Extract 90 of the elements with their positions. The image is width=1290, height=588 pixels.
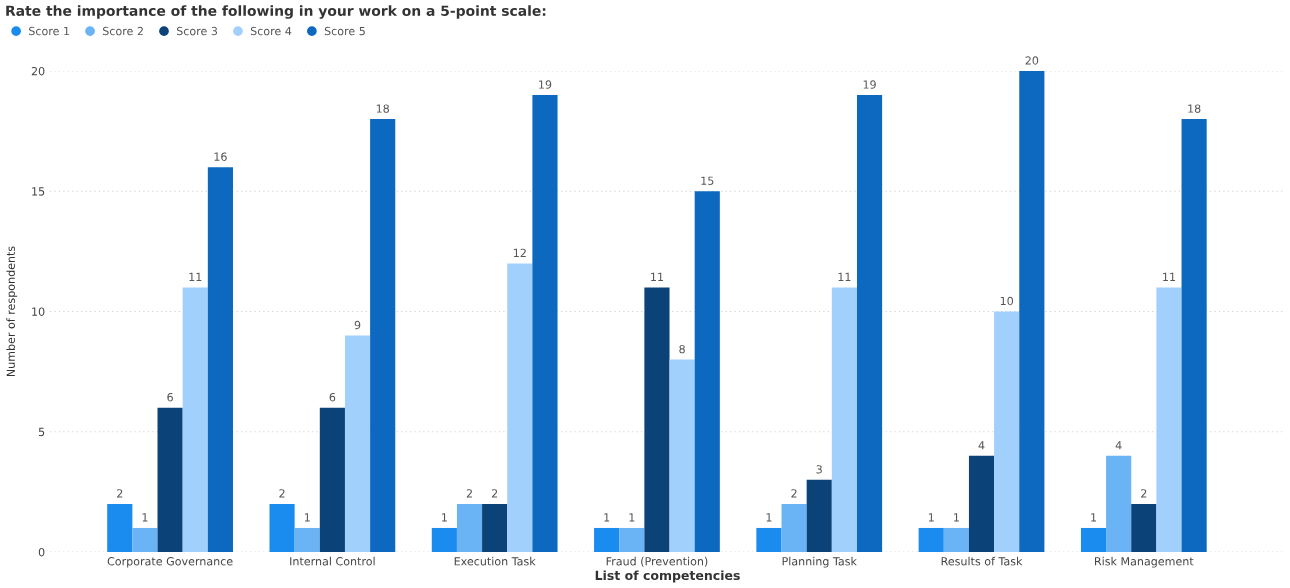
data-label: 2	[117, 489, 123, 498]
x-tick-label: Results of Task	[941, 556, 1023, 566]
y-tick-label: 20	[31, 66, 45, 76]
x-tick-label: Execution Task	[454, 556, 536, 566]
data-label: 1	[442, 513, 447, 522]
x-tick-label: Fraud (Prevention)	[606, 556, 708, 567]
bar	[856, 95, 883, 552]
bar	[294, 527, 320, 552]
bar	[669, 359, 695, 552]
legend-label: Score 3	[176, 26, 218, 36]
bar	[806, 479, 832, 552]
data-label: 20	[1025, 56, 1039, 65]
x-tick-label: Planning Task	[782, 556, 857, 568]
data-label: 4	[978, 441, 985, 450]
data-label: 1	[1091, 513, 1097, 522]
x-axis-title: List of competencies	[595, 570, 740, 583]
bar	[831, 287, 857, 552]
data-label: 1	[142, 513, 148, 522]
legend-label: Score 5	[324, 26, 365, 36]
bar	[532, 95, 558, 552]
data-label: 11	[189, 272, 202, 281]
data-label: 1	[954, 513, 959, 522]
bar	[1019, 71, 1045, 552]
y-tick-label: 5	[38, 427, 45, 437]
bar	[431, 527, 457, 552]
y-axis-title: Number of respondents	[6, 246, 18, 377]
bar	[1106, 455, 1132, 552]
bar	[781, 503, 807, 552]
data-label: 2	[1141, 489, 1147, 498]
x-tick-label: Risk Management	[1095, 556, 1194, 568]
bar	[1156, 287, 1182, 552]
bar	[269, 503, 295, 552]
bar	[344, 335, 371, 552]
data-label: 19	[539, 80, 552, 89]
data-label: 11	[838, 272, 851, 281]
bar	[207, 167, 233, 552]
data-label: 11	[1163, 272, 1176, 281]
bar	[994, 311, 1020, 552]
data-label: 6	[329, 392, 336, 402]
data-label: 1	[629, 513, 635, 522]
y-tick-label: 15	[32, 187, 45, 196]
bar	[694, 191, 720, 552]
bar	[456, 503, 483, 552]
x-tick-label: Internal Control	[290, 556, 375, 566]
data-label: 12	[513, 248, 526, 257]
data-label: 2	[466, 489, 472, 498]
data-label: 19	[863, 80, 876, 89]
bar	[619, 527, 645, 552]
bar	[968, 455, 995, 552]
data-label: 8	[679, 344, 685, 354]
bar	[1080, 527, 1107, 552]
data-label: 6	[167, 392, 173, 402]
bar	[157, 407, 183, 552]
data-label: 2	[279, 489, 285, 498]
data-label: 1	[766, 513, 772, 522]
data-label: 1	[928, 513, 934, 522]
data-label: 4	[1115, 441, 1122, 450]
data-label: 11	[651, 272, 663, 281]
x-tick-label: Corporate Governance	[107, 557, 233, 568]
bar	[1181, 119, 1207, 552]
bar	[319, 407, 345, 552]
data-label: 1	[304, 513, 310, 522]
legend-label: Score 4	[250, 26, 292, 36]
bar	[1131, 503, 1157, 552]
data-label: 15	[701, 176, 714, 185]
data-label: 18	[1188, 104, 1201, 113]
legend-label: Score 2	[103, 26, 143, 36]
y-tick-label: 10	[32, 307, 45, 316]
data-label: 2	[791, 489, 797, 498]
data-label: 1	[604, 513, 610, 522]
bar	[943, 527, 969, 552]
bar	[594, 527, 620, 552]
bar	[107, 503, 133, 552]
bar	[182, 287, 208, 552]
bar	[644, 287, 670, 552]
legend-label: Score 1	[29, 26, 70, 36]
data-label: 18	[376, 104, 389, 113]
bar	[756, 527, 782, 552]
bar	[918, 527, 944, 552]
y-tick-label: 0	[38, 547, 45, 557]
data-label: 3	[816, 465, 822, 474]
bar	[482, 503, 508, 552]
data-label: 10	[1000, 296, 1014, 306]
chart-title: Rate the importance of the following in your work on a 5-point scale:	[6, 5, 546, 19]
bar	[370, 119, 396, 552]
data-label: 2	[491, 489, 498, 498]
data-label: 16	[214, 152, 227, 161]
bar	[132, 527, 158, 552]
data-label: 9	[354, 320, 361, 330]
bar	[507, 263, 533, 552]
